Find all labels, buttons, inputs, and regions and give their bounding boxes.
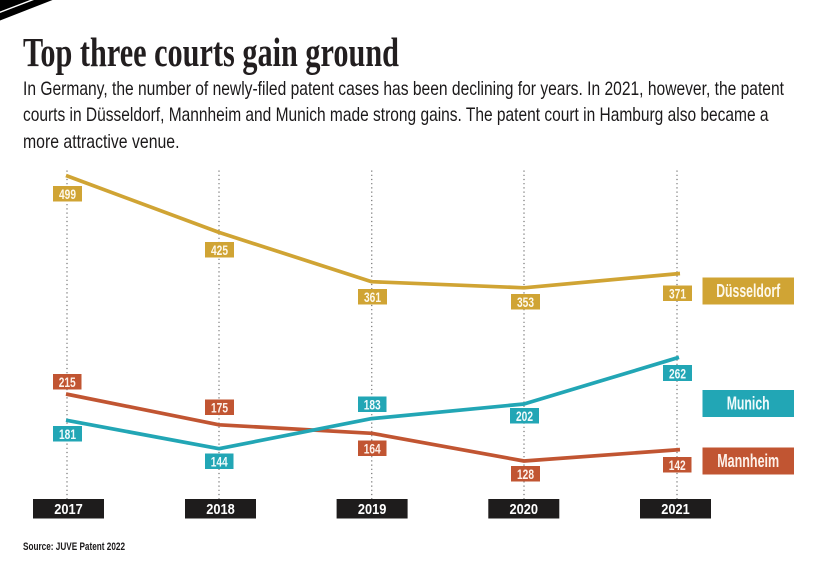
svg-text:2017: 2017 bbox=[54, 501, 83, 518]
svg-text:142: 142 bbox=[669, 458, 686, 473]
svg-text:Munich: Munich bbox=[727, 394, 770, 414]
svg-text:353: 353 bbox=[517, 295, 534, 310]
svg-text:371: 371 bbox=[669, 286, 686, 301]
svg-text:Source: JUVE Patent 2022: Source: JUVE Patent 2022 bbox=[23, 541, 125, 553]
svg-text:144: 144 bbox=[211, 454, 228, 469]
svg-text:183: 183 bbox=[364, 397, 381, 412]
svg-text:128: 128 bbox=[517, 467, 534, 482]
svg-text:181: 181 bbox=[59, 427, 76, 442]
svg-text:Mannheim: Mannheim bbox=[717, 451, 779, 471]
svg-text:2019: 2019 bbox=[358, 501, 387, 518]
svg-text:2020: 2020 bbox=[510, 501, 539, 518]
svg-text:425: 425 bbox=[211, 243, 228, 258]
svg-text:499: 499 bbox=[59, 187, 76, 202]
svg-text:Düsseldorf: Düsseldorf bbox=[716, 281, 781, 301]
svg-text:2021: 2021 bbox=[661, 501, 690, 518]
svg-text:175: 175 bbox=[211, 400, 228, 415]
svg-text:215: 215 bbox=[59, 375, 76, 390]
svg-text:262: 262 bbox=[669, 366, 686, 381]
svg-text:courts in Düsseldorf, Mannheim: courts in Düsseldorf, Mannheim and Munic… bbox=[23, 104, 769, 126]
svg-text:In Germany, the number of newl: In Germany, the number of newly-filed pa… bbox=[23, 78, 784, 100]
svg-text:164: 164 bbox=[364, 441, 381, 456]
svg-text:361: 361 bbox=[364, 290, 381, 305]
svg-text:2018: 2018 bbox=[206, 501, 235, 518]
svg-text:more attractive venue.: more attractive venue. bbox=[23, 131, 180, 153]
svg-text:202: 202 bbox=[516, 409, 533, 424]
svg-text:Top three courts gain ground: Top three courts gain ground bbox=[23, 29, 399, 75]
